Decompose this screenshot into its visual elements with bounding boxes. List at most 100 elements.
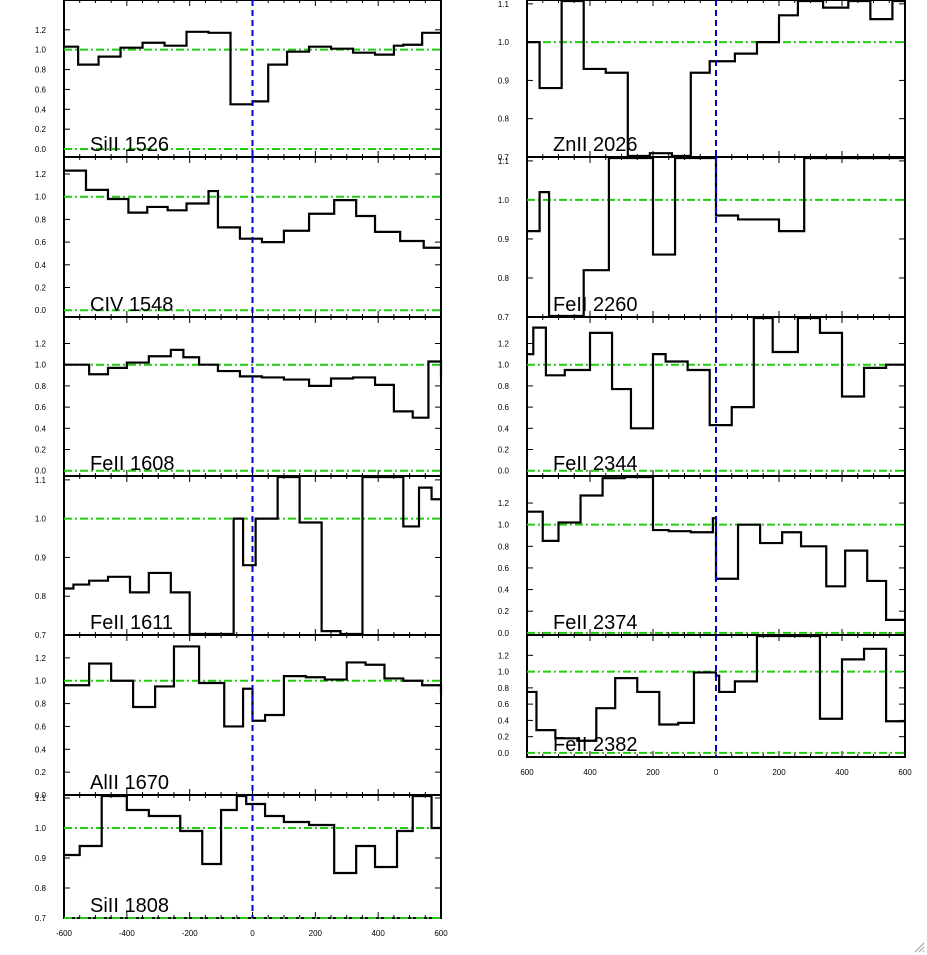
x-tick-label: 200 [772, 768, 786, 777]
y-tick-label: 0.2 [35, 768, 47, 777]
spectrum-histogram [64, 169, 441, 249]
y-tick-label: 1.2 [498, 651, 510, 660]
y-tick-label: 0.7 [35, 631, 47, 640]
y-tick-label: 0.6 [498, 403, 510, 412]
y-tick-label: 1.1 [498, 157, 510, 166]
x-tick-label: 400 [371, 929, 385, 938]
y-tick-label: 0.2 [498, 446, 510, 455]
x-tick-label: 0 [250, 929, 255, 938]
y-tick-label: 0.8 [35, 215, 47, 224]
y-tick-label: 0.2 [35, 446, 47, 455]
y-tick-label: 1.2 [35, 26, 47, 35]
spectrum-histogram [64, 348, 443, 419]
y-tick-label: 0.0 [35, 306, 47, 315]
panel-feii-2382: 0.0 0.2 0.4 0.6 0.8 1.0 1.2 600 400 200 0 200 400 600… [498, 634, 912, 777]
y-tick-label: 0.6 [35, 238, 47, 247]
spectrum-histogram [527, 475, 905, 621]
y-tick-label: 0.0 [35, 791, 47, 800]
panel-alii-1670: 0.0 0.2 0.4 0.6 0.8 1.0 1.2 AlII 1670 [35, 634, 443, 800]
spectrum-histogram [527, 316, 905, 430]
y-tick-label: 0.6 [35, 85, 47, 94]
y-tick-label: 1.1 [35, 794, 47, 803]
spectrum-histogram [64, 475, 441, 636]
x-tick-label: 200 [309, 929, 323, 938]
y-tick-label: 0.6 [35, 403, 47, 412]
y-tick-label: 0.8 [35, 884, 47, 893]
y-tick-label: 0.4 [35, 424, 47, 433]
y-tick-label: 1.0 [35, 677, 47, 686]
panel-label: FeII 1608 [90, 453, 175, 475]
y-tick-label: 0.7 [498, 313, 510, 322]
y-tick-label: 0.8 [498, 684, 510, 693]
y-tick-label: 0.8 [498, 274, 510, 283]
y-tick-label: 0.6 [498, 564, 510, 573]
panel-siii-1808: 0.7 0.8 0.9 1.0 1.1 -600 -400 -200 0 200 400 600 SiI… [35, 794, 448, 938]
panel-znii-2026: 0.7 0.8 0.9 1.0 1.1 ZnII 2026 [498, 0, 906, 162]
x-tick-label: 400 [583, 768, 597, 777]
y-tick-label: 0.8 [35, 592, 47, 601]
y-tick-label: 0.8 [498, 115, 510, 124]
y-tick-label: 0.8 [35, 700, 47, 709]
panel-civ-1548: 0.0 0.2 0.4 0.6 0.8 1.0 1.2 CIV 1548 [35, 156, 442, 318]
y-tick-label: 0.2 [498, 733, 510, 742]
spectrum-histogram [527, 0, 905, 158]
y-tick-label: 1.2 [498, 340, 510, 349]
y-tick-label: 1.0 [35, 46, 47, 55]
y-tick-label: 1.0 [498, 196, 510, 205]
x-tick-label: 0 [714, 768, 719, 777]
panel-label: SiII 1526 [90, 134, 169, 156]
panel-feii-1611: 0.7 0.8 0.9 1.0 1.1 FeII 1611 [35, 475, 442, 640]
y-tick-label: 0.9 [498, 235, 510, 244]
y-tick-label: 0.4 [498, 586, 510, 595]
x-tick-label: 400 [835, 768, 849, 777]
x-tick-label: 600 [520, 768, 534, 777]
y-tick-label: 0.2 [498, 607, 510, 616]
resize-grip-icon[interactable] [913, 941, 925, 953]
x-tick-label: 600 [434, 929, 448, 938]
y-tick-label: 1.0 [498, 668, 510, 677]
spectrum-histogram [527, 634, 905, 742]
x-tick-label: -400 [119, 929, 136, 938]
y-tick-label: 1.1 [35, 476, 47, 485]
y-tick-label: 1.0 [35, 824, 47, 833]
y-tick-label: 1.2 [498, 499, 510, 508]
panel-feii-2260: 0.7 0.8 0.9 1.0 1.1 FeII 2260 [498, 156, 906, 322]
spectrum-histogram [64, 645, 443, 728]
panel-siii-1526: 0.0 0.2 0.4 0.6 0.8 1.0 1.2 SiII 1526 [35, 0, 442, 158]
panel-label: ZnII 2026 [553, 134, 638, 156]
y-tick-label: 0.2 [35, 283, 47, 292]
panel-label: FeII 1611 [90, 612, 173, 634]
y-tick-label: 0.7 [498, 153, 510, 162]
y-tick-label: 0.8 [498, 542, 510, 551]
y-tick-label: 0.0 [35, 467, 47, 476]
panel-label: AlII 1670 [90, 772, 169, 794]
y-tick-label: 0.4 [35, 745, 47, 754]
y-tick-label: 0.4 [35, 105, 47, 114]
x-tick-label: -600 [56, 929, 73, 938]
y-tick-label: 0.9 [498, 76, 510, 85]
y-tick-label: 1.0 [35, 515, 47, 524]
y-tick-label: 0.0 [498, 749, 510, 758]
x-tick-label: 200 [646, 768, 660, 777]
y-tick-label: 0.8 [498, 382, 510, 391]
y-tick-label: 0.0 [35, 145, 47, 154]
x-tick-label: -200 [182, 929, 199, 938]
panel-label: CIV 1548 [90, 294, 173, 316]
panel-feii-2344: 0.0 0.2 0.4 0.6 0.8 1.0 1.2 FeII 2344 [498, 316, 906, 477]
panel-label: FeII 2344 [553, 453, 638, 475]
y-tick-label: 0.2 [35, 125, 47, 134]
y-tick-label: 0.7 [35, 914, 47, 923]
y-tick-label: 1.0 [498, 38, 510, 47]
y-tick-label: 0.8 [35, 382, 47, 391]
y-tick-label: 0.4 [35, 261, 47, 270]
y-tick-label: 0.4 [498, 716, 510, 725]
y-tick-label: 1.1 [498, 0, 510, 9]
y-tick-label: 0.8 [35, 66, 47, 75]
y-tick-label: 1.0 [35, 193, 47, 202]
panel-label: SiII 1808 [90, 895, 169, 917]
panel-feii-2374: 0.0 0.2 0.4 0.6 0.8 1.0 1.2 FeII 2374 [498, 475, 906, 638]
x-tick-label: 600 [898, 768, 912, 777]
y-tick-label: 0.0 [498, 629, 510, 638]
